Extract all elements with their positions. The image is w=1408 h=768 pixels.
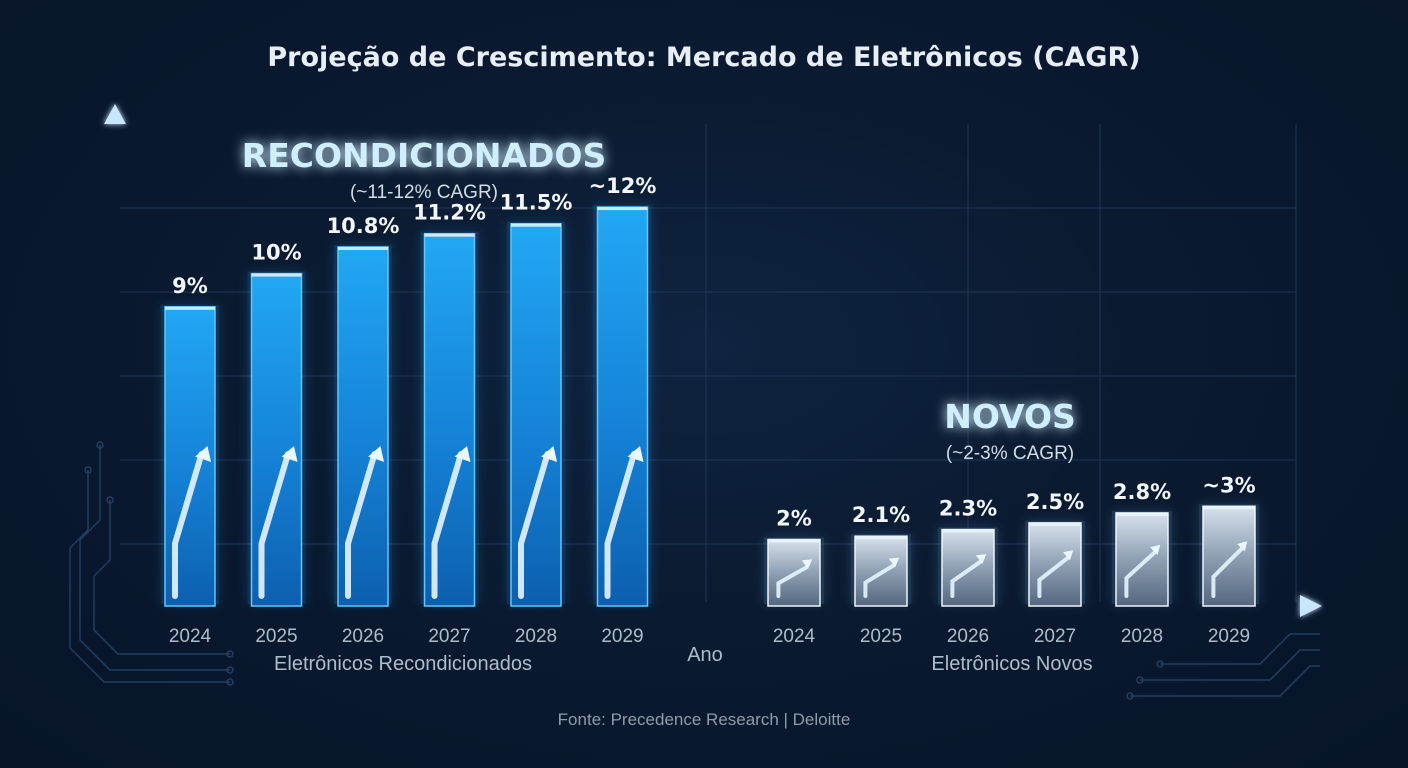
growth-arrow-icon bbox=[1124, 550, 1157, 598]
x-axis-label-recondicionados: Eletrônicos Recondicionados bbox=[274, 653, 532, 675]
growth-arrow-icon bbox=[172, 451, 205, 599]
bar-value-label: 2.1% bbox=[852, 503, 910, 527]
bar-top-highlight bbox=[424, 233, 475, 237]
growth-arrow-icon bbox=[1037, 556, 1070, 598]
x-tick-label: 2027 bbox=[1034, 626, 1076, 647]
x-tick-label: 2025 bbox=[255, 626, 297, 647]
bar-top-highlight bbox=[597, 207, 648, 211]
bar-top-highlight bbox=[251, 273, 302, 277]
bar-value-label: 11.2% bbox=[413, 201, 486, 225]
x-axis-arrow-icon bbox=[1300, 595, 1322, 617]
bar-value-label: ~3% bbox=[1202, 473, 1255, 497]
growth-arrow-head-icon bbox=[888, 557, 900, 568]
growth-arrow-icon bbox=[604, 451, 637, 599]
x-tick-label: 2029 bbox=[1208, 626, 1250, 647]
bar-top-highlight bbox=[768, 539, 820, 543]
x-axis-label-shared: Ano bbox=[687, 644, 723, 666]
growth-arrow-icon bbox=[950, 559, 983, 598]
growth-arrow-head-icon bbox=[801, 559, 813, 570]
bar-top-highlight bbox=[165, 306, 215, 310]
x-tick-label: 2029 bbox=[601, 626, 643, 647]
growth-arrow-head-icon bbox=[541, 446, 558, 462]
circuit-decoration-left bbox=[69, 441, 234, 686]
axes bbox=[104, 104, 1322, 617]
bar-value-label: 2.3% bbox=[939, 497, 997, 521]
growth-arrow-head-icon bbox=[195, 446, 212, 462]
x-tick-label: 2025 bbox=[860, 626, 902, 647]
bar-value-label: ~12% bbox=[589, 174, 657, 198]
source-note: Fonte: Precedence Research | Deloitte bbox=[558, 710, 851, 729]
x-tick-label: 2024 bbox=[773, 626, 816, 647]
x-tick-label: 2027 bbox=[428, 626, 470, 647]
bar-top-highlight bbox=[942, 529, 994, 533]
bar-value-label: 10.8% bbox=[327, 214, 400, 238]
bar-value-label: 10% bbox=[251, 241, 301, 265]
growth-arrow-icon bbox=[776, 565, 809, 598]
bar-value-label: 2.8% bbox=[1113, 480, 1171, 504]
grid bbox=[120, 124, 1297, 602]
bar-value-label: 2.5% bbox=[1026, 490, 1084, 514]
group-subtitle-recondicionados: (~11-12% CAGR) bbox=[350, 182, 498, 203]
bar-top-highlight bbox=[1116, 512, 1168, 516]
bar bbox=[1115, 512, 1169, 607]
y-axis-arrow-icon bbox=[104, 104, 126, 124]
growth-arrow-head-icon bbox=[1149, 544, 1161, 555]
x-tick-label: 2024 bbox=[169, 626, 212, 647]
x-tick-label: 2026 bbox=[947, 626, 989, 647]
bar-value-label: 11.5% bbox=[500, 191, 573, 215]
x-tick-label: 2028 bbox=[1121, 626, 1163, 647]
growth-arrow-head-icon bbox=[454, 446, 471, 462]
bar bbox=[1028, 522, 1082, 607]
growth-arrow-head-icon bbox=[1062, 550, 1074, 561]
bar bbox=[1202, 505, 1256, 607]
bar-top-highlight bbox=[511, 223, 561, 227]
growth-arrow-head-icon bbox=[281, 446, 298, 462]
growth-arrow-head-icon bbox=[975, 553, 987, 564]
bar-top-highlight bbox=[1029, 522, 1081, 526]
bars-layer: 9% 2024 10% 2025 10.8% 2026 11.2% 2027 11.5% 2028… bbox=[161, 174, 1259, 647]
growth-arrow-icon bbox=[258, 451, 291, 599]
bar bbox=[941, 528, 995, 607]
bar-value-label: 9% bbox=[172, 274, 208, 298]
x-tick-label: 2028 bbox=[515, 626, 557, 647]
chart-title: Projeção de Crescimento: Mercado de Elet… bbox=[267, 42, 1140, 73]
growth-arrow-icon bbox=[431, 451, 464, 599]
group-title-novos: NOVOS bbox=[944, 397, 1076, 436]
growth-arrow-head-icon bbox=[368, 446, 385, 462]
growth-arrow-icon bbox=[345, 451, 378, 599]
growth-arrow-head-icon bbox=[1237, 541, 1248, 552]
x-tick-label: 2026 bbox=[342, 626, 384, 647]
bar-top-highlight bbox=[855, 536, 907, 540]
growth-arrow-icon bbox=[518, 451, 551, 599]
x-axis-label-novos: Eletrônicos Novos bbox=[931, 653, 1092, 675]
growth-arrow-head-icon bbox=[627, 446, 644, 462]
bar-top-highlight bbox=[1203, 506, 1255, 510]
growth-arrow-icon bbox=[1211, 547, 1244, 598]
bar-value-label: 2% bbox=[776, 507, 812, 531]
group-title-recondicionados: RECONDICIONADOS bbox=[242, 136, 606, 175]
group-subtitle-novos: (~2-3% CAGR) bbox=[946, 443, 1074, 464]
bar-top-highlight bbox=[338, 246, 388, 250]
circuit-decoration-right bbox=[1126, 633, 1320, 700]
growth-arrow-icon bbox=[863, 563, 896, 598]
